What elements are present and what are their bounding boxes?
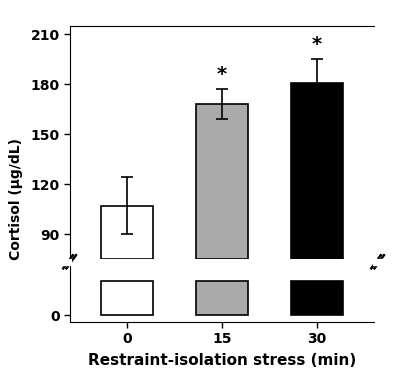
X-axis label: Restraint-isolation stress (min): Restraint-isolation stress (min) xyxy=(88,353,356,368)
Bar xyxy=(196,104,248,259)
Text: Cortisol (μg/dL): Cortisol (μg/dL) xyxy=(9,138,23,260)
Bar xyxy=(101,280,153,315)
Bar xyxy=(101,206,153,259)
Bar xyxy=(291,280,343,315)
Bar xyxy=(196,280,248,315)
Text: *: * xyxy=(312,35,322,54)
Bar xyxy=(291,83,343,259)
Text: *: * xyxy=(217,65,227,84)
